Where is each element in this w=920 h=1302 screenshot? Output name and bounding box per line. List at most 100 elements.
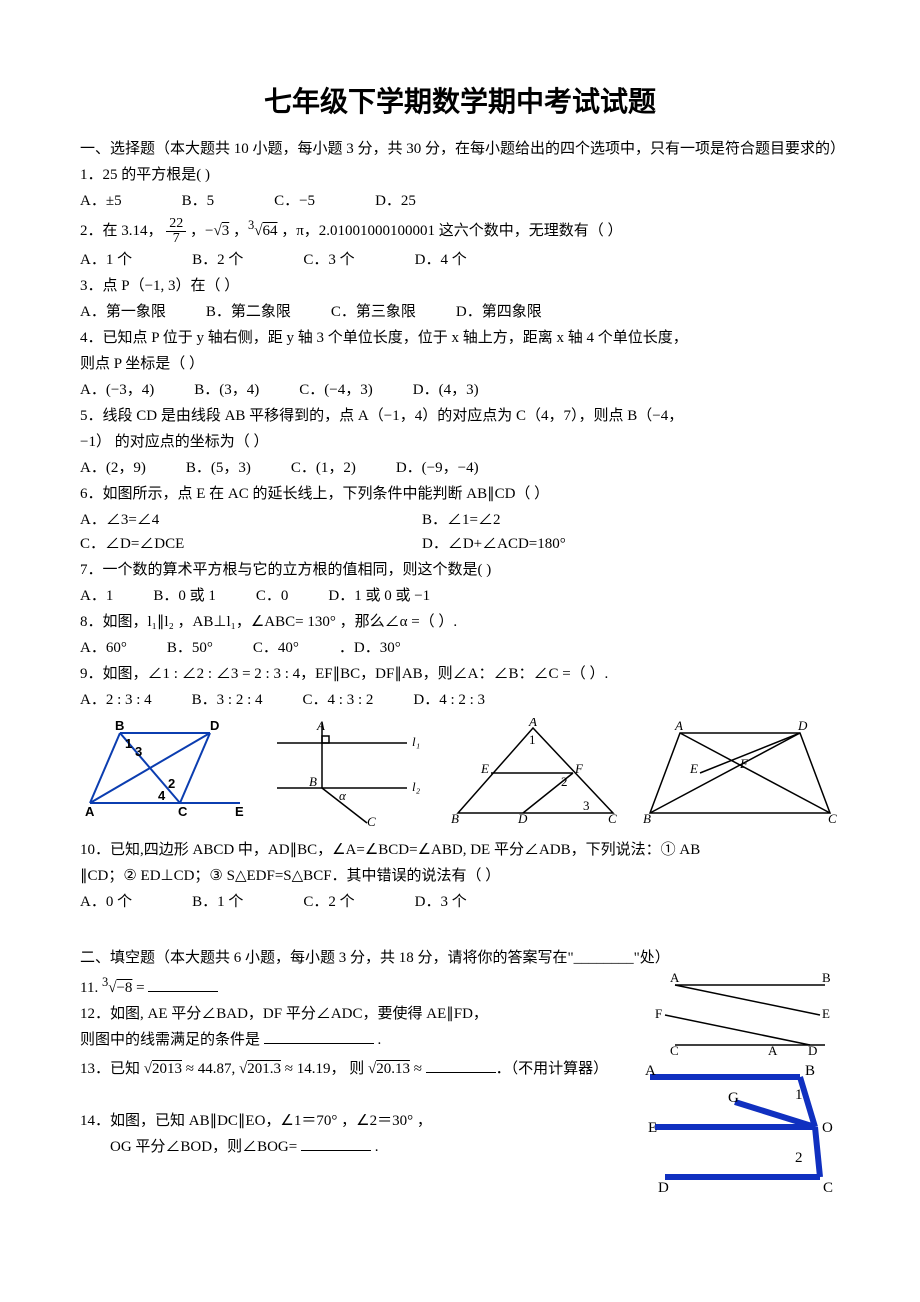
q13-v1: ≈ 44.87, bbox=[182, 1061, 239, 1077]
q14-l2: OG 平分∠BOD，则∠BOG= bbox=[110, 1139, 297, 1155]
q11-post: = bbox=[132, 980, 148, 996]
q6-B: B．∠1=∠2 bbox=[422, 508, 764, 532]
q5-l2: −1） 的对应点的坐标为（ ） bbox=[80, 430, 840, 454]
q10-D: D．3 个 bbox=[415, 890, 467, 914]
fig8-B: B bbox=[309, 774, 317, 789]
q2-mid3: ，π，2.01001000100001 这六个数中，无理数有（ ） bbox=[281, 223, 622, 239]
q9-D: D．4 : 2 : 3 bbox=[413, 688, 485, 712]
q9-stem: 9．如图，∠1 : ∠2 : ∠3 = 2 : 3 : 4，EF∥BC，DF∥A… bbox=[80, 662, 840, 686]
q5-l1: 5．线段 CD 是由线段 AB 平移得到的，点 A（−1，4）的对应点为 C（4… bbox=[80, 404, 840, 428]
fig6-2: 2 bbox=[168, 776, 175, 791]
q9-B: B．3 : 2 : 4 bbox=[192, 688, 263, 712]
fig-q9: A B C D E F 1 2 3 bbox=[443, 718, 623, 828]
fig14-B: B bbox=[805, 1063, 815, 1079]
q13-blank bbox=[426, 1057, 496, 1073]
q2-sqrt3: 3 bbox=[222, 223, 230, 239]
fig12-F: F bbox=[655, 1006, 662, 1021]
fig14-G: G bbox=[728, 1090, 739, 1106]
q10-opts: A．0 个 B．1 个 C．2 个 D．3 个 bbox=[80, 890, 840, 914]
q9-A: A．2 : 3 : 4 bbox=[80, 688, 152, 712]
fig6-4: 4 bbox=[158, 788, 166, 803]
q12-l2: 则图中的线需满足的条件是 bbox=[80, 1032, 260, 1048]
fig9-D: D bbox=[517, 811, 528, 826]
q13-v3: ≈ bbox=[410, 1061, 426, 1077]
q8-D: ．D．30° bbox=[339, 636, 401, 660]
fig14-D: D bbox=[658, 1180, 669, 1196]
q9-C: C．4 : 3 : 2 bbox=[303, 688, 374, 712]
fig14-C: C bbox=[823, 1180, 833, 1196]
q3-B: B．第二象限 bbox=[206, 300, 291, 324]
fig12-C: C bbox=[670, 1043, 679, 1055]
fig9-2: 2 bbox=[561, 774, 568, 789]
q3-C: C．第三象限 bbox=[331, 300, 416, 324]
fig10-D: D bbox=[797, 718, 808, 733]
fig9-1: 1 bbox=[529, 732, 536, 747]
q3-stem: 3．点 P（−1, 3）在（ ） bbox=[80, 274, 840, 298]
q11-pre: 11. bbox=[80, 980, 102, 996]
q2-frac-num: 22 bbox=[166, 217, 186, 232]
q7-stem: 7．一个数的算术平方根与它的立方根的值相同，则这个数是( ) bbox=[80, 558, 840, 582]
q6-A: A．∠3=∠4 bbox=[80, 508, 422, 532]
q6-stem: 6．如图所示，点 E 在 AC 的延长线上，下列条件中能判断 AB∥CD（ ） bbox=[80, 482, 840, 506]
fig9-A: A bbox=[528, 718, 537, 729]
q11-blank bbox=[148, 976, 218, 992]
q4-l1: 4．已知点 P 位于 y 轴右侧，距 y 轴 3 个单位长度，位于 x 轴上方，… bbox=[80, 326, 840, 350]
fig6-C: C bbox=[178, 804, 188, 818]
q4-D: D．(4，3) bbox=[413, 378, 479, 402]
q8-B: B．50° bbox=[167, 636, 213, 660]
q5-A: A．(2，9) bbox=[80, 456, 146, 480]
q2-frac: 22 7 bbox=[166, 217, 186, 246]
q4-l2: 则点 P 坐标是（ ） bbox=[80, 352, 840, 376]
fig14-O: O bbox=[822, 1120, 833, 1136]
q10-A: A．0 个 bbox=[80, 890, 132, 914]
q10-l1: 10．已知,四边形 ABCD 中，AD∥BC，∠A=∠BCD=∠ABD, DE … bbox=[80, 838, 840, 862]
q8-A: A．60° bbox=[80, 636, 127, 660]
fig-q6: A B C D E 1 3 2 4 bbox=[80, 718, 250, 818]
q2-frac-den: 7 bbox=[166, 232, 186, 246]
fig9-3: 3 bbox=[583, 798, 590, 813]
fig8-C: C bbox=[367, 814, 376, 828]
q3-opts: A．第一象限 B．第二象限 C．第三象限 D．第四象限 bbox=[80, 300, 840, 324]
fig6-B: B bbox=[115, 718, 124, 733]
fig12-D: D bbox=[808, 1043, 817, 1055]
fig-q10: A D B C E F bbox=[640, 718, 840, 828]
q11-cbrt: −8 bbox=[116, 980, 132, 996]
q6-opts1: A．∠3=∠4 B．∠1=∠2 bbox=[80, 508, 840, 532]
page-title: 七年级下学期数学期中考试试题 bbox=[80, 80, 840, 125]
fig6-E: E bbox=[235, 804, 244, 818]
q3-A: A．第一象限 bbox=[80, 300, 166, 324]
q13-pre: 13．已知 bbox=[80, 1061, 144, 1077]
fig-q14: A B E O D C G 1 2 bbox=[640, 1057, 840, 1197]
fig6-A: A bbox=[85, 804, 95, 818]
q5-C: C．(1，2) bbox=[291, 456, 356, 480]
q12-blank bbox=[264, 1028, 374, 1044]
q13-s3: 20.13 bbox=[376, 1061, 410, 1077]
figure-row: A B C D E 1 3 2 4 A B C l₁ l₂ α bbox=[80, 718, 840, 828]
q13-v2: ≈ 14.19， 则 bbox=[281, 1061, 368, 1077]
fig-q8: A B C l₁ l₂ α bbox=[267, 718, 427, 828]
q4-B: B．(3，4) bbox=[194, 378, 259, 402]
fig10-B: B bbox=[643, 811, 651, 826]
q13-s1: 2013 bbox=[152, 1061, 182, 1077]
q1-A: A．±5 bbox=[80, 189, 122, 213]
q13-s2: 201.3 bbox=[247, 1061, 281, 1077]
q10-l2: ∥CD；② ED⊥CD；③ S△EDF=S△BCF．其中错误的说法有（ ） bbox=[80, 864, 840, 888]
fig9-E: E bbox=[480, 761, 489, 776]
fig10-C: C bbox=[828, 811, 837, 826]
fig9-C: C bbox=[608, 811, 617, 826]
q2-D: D．4 个 bbox=[415, 248, 467, 272]
fig12-A2: A bbox=[768, 1043, 778, 1055]
fig14-1: 1 bbox=[795, 1087, 803, 1103]
q4-C: C．(−4，3) bbox=[299, 378, 372, 402]
q6-opts2: C．∠D=∠DCE D．∠D+∠ACD=180° bbox=[80, 532, 840, 556]
fig12-A: A bbox=[670, 970, 680, 985]
q8-C: C．40° bbox=[253, 636, 299, 660]
q2-opts: A．1 个 B．2 个 C．3 个 D．4 个 bbox=[80, 248, 840, 272]
fig6-1: 1 bbox=[125, 736, 132, 751]
section1-head: 一、选择题（本大题共 10 小题，每小题 3 分，共 30 分，在每小题给出的四… bbox=[80, 137, 840, 161]
q1-B: B．5 bbox=[182, 189, 215, 213]
q1-C: C．−5 bbox=[274, 189, 315, 213]
fig8-A: A bbox=[316, 718, 325, 733]
fig14-A: A bbox=[645, 1063, 656, 1079]
fig6-D: D bbox=[210, 718, 219, 733]
